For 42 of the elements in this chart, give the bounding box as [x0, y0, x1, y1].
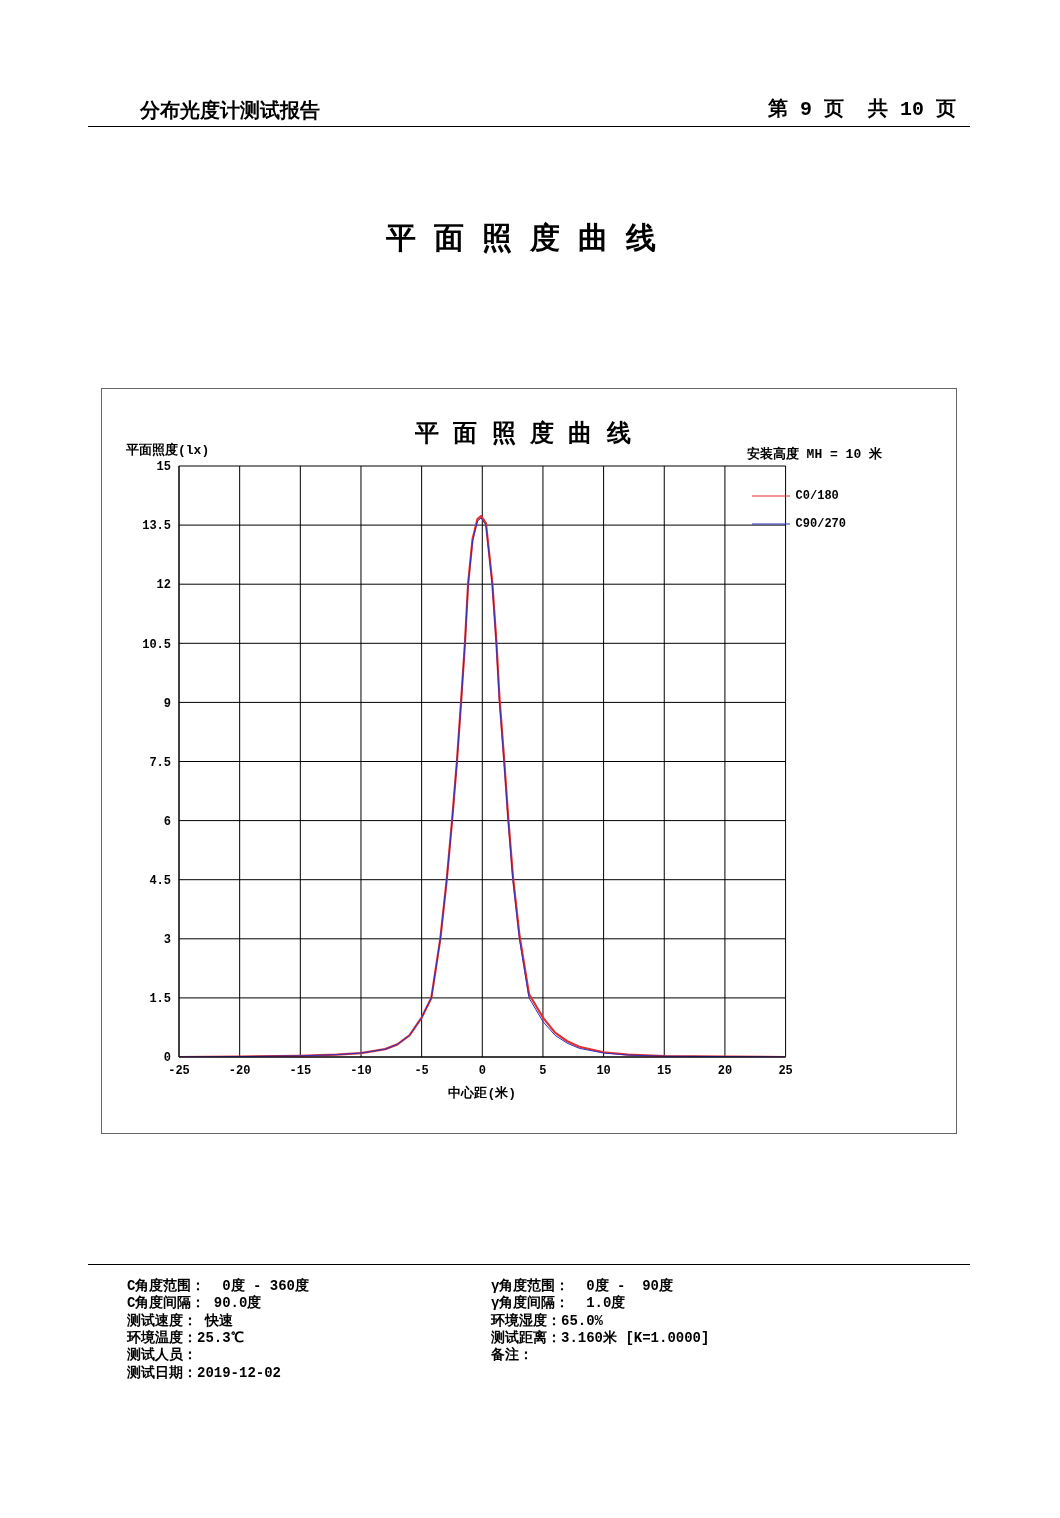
text: γ角度间隔： 1.0度: [491, 1295, 626, 1313]
y-tick-label: 10.5: [142, 637, 171, 652]
x-tick-label: -10: [350, 1063, 372, 1078]
y-tick-label: 0: [163, 1051, 171, 1066]
y-axis-title: 平面照度(lx): [126, 441, 210, 459]
y-tick-label: 3: [163, 933, 171, 948]
x-tick-label: -20: [228, 1063, 251, 1078]
text: 环境温度：25.3℃: [127, 1329, 244, 1347]
text: C角度范围： 0度 - 360度: [127, 1278, 310, 1295]
x-tick-label: -25: [168, 1063, 190, 1078]
text: 测试人员：: [127, 1347, 197, 1364]
y-tick-label: 12: [156, 578, 171, 593]
x-tick-label: 15: [657, 1063, 672, 1078]
chart-title: 平面照度曲线: [414, 420, 646, 446]
x-tick-label: 10: [596, 1063, 611, 1078]
text: γ角度范围： 0度 - 90度: [491, 1278, 674, 1295]
text: C角度间隔： 90.0度: [127, 1295, 262, 1313]
y-tick-label: 15: [156, 460, 171, 475]
x-tick-label: 25: [778, 1063, 793, 1078]
text: 测试速度： 快速: [127, 1312, 234, 1330]
y-tick-label: 4.5: [149, 873, 171, 888]
legend-label: C90/270: [795, 517, 846, 531]
x-tick-label: -15: [289, 1063, 312, 1078]
text: 备注：: [491, 1347, 533, 1364]
x-tick-label: -5: [414, 1063, 429, 1078]
y-tick-label: 1.5: [149, 992, 171, 1007]
text: 环境湿度：65.0%: [491, 1312, 604, 1330]
text: 第 9 页 共 10 页: [767, 98, 956, 122]
text: 测试距离：3.160米 [K=1.0000]: [491, 1329, 710, 1347]
legend-label: C0/180: [795, 489, 839, 503]
text: 平面照度曲线: [385, 220, 675, 256]
y-tick-label: 7.5: [149, 755, 171, 770]
x-tick-label: 5: [539, 1063, 547, 1078]
y-tick-label: 13.5: [142, 519, 171, 534]
text: 分布光度计测试报告: [140, 98, 320, 122]
x-axis-title: 中心距(米): [448, 1085, 517, 1101]
y-tick-label: 9: [163, 696, 171, 711]
y-tick-label: 6: [163, 814, 171, 829]
x-tick-label: 0: [478, 1063, 486, 1078]
text: 测试日期：2019-12-02: [127, 1364, 282, 1382]
text: 安装高度 MH = 10 米: [746, 447, 882, 463]
x-tick-label: 20: [717, 1063, 733, 1078]
